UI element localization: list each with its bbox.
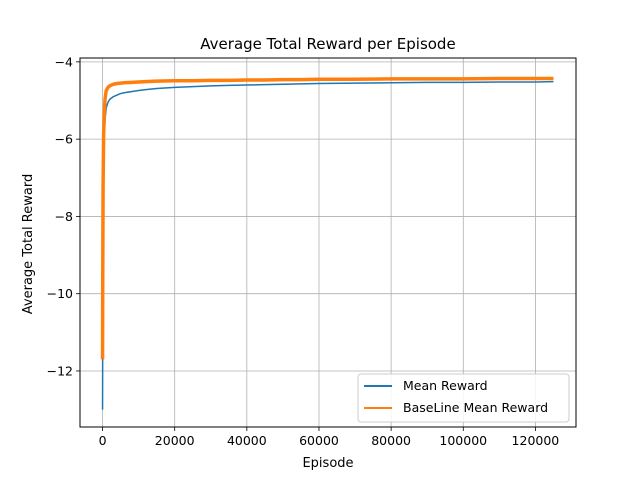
x-tick-label: 0	[99, 433, 107, 448]
grid	[80, 58, 576, 427]
series-line-baseline-mean-reward	[100, 76, 554, 360]
x-tick-label: 60000	[299, 433, 339, 448]
series-layer	[100, 76, 554, 410]
x-tick-label: 20000	[155, 433, 195, 448]
legend-label-baseline-mean-reward: BaseLine Mean Reward	[403, 400, 548, 415]
y-axis-ticks: −12 −10 −8 −6 −4	[47, 54, 80, 378]
y-tick-label: −4	[55, 54, 73, 69]
y-tick-label: −8	[55, 209, 73, 224]
y-tick-label: −12	[47, 363, 73, 378]
x-tick-label: 100000	[439, 433, 487, 448]
x-tick-label: 120000	[512, 433, 560, 448]
legend-box	[357, 373, 570, 423]
x-axis-label: Episode	[302, 456, 353, 471]
y-axis-label: Average Total Reward	[21, 174, 36, 314]
x-tick-label: 40000	[227, 433, 267, 448]
plot-area-frame	[79, 57, 577, 428]
chart-title: Average Total Reward per Episode	[200, 35, 455, 53]
x-tick-label: 80000	[371, 433, 411, 448]
legend-label-mean-reward: Mean Reward	[403, 378, 488, 393]
legend: Mean Reward BaseLine Mean Reward	[357, 373, 570, 423]
x-axis-ticks: 0 20000 40000 60000 80000 100000 120000	[99, 427, 560, 448]
y-tick-label: −6	[55, 132, 73, 147]
y-tick-label: −10	[47, 286, 73, 301]
